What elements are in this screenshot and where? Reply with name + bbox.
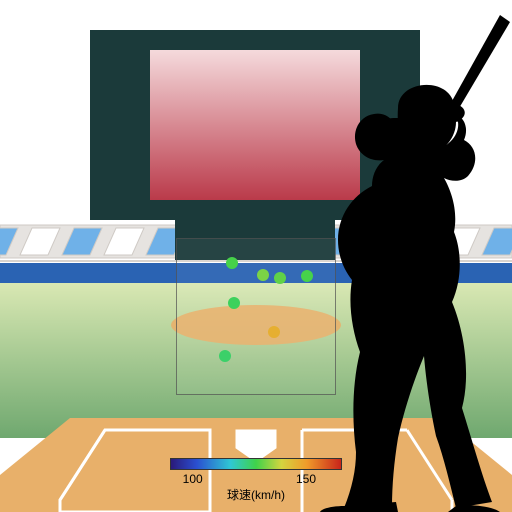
pitch-marker (228, 297, 240, 309)
pitch-marker (268, 326, 280, 338)
strike-zone-box (176, 238, 336, 395)
legend-colorbar (170, 458, 342, 470)
legend-label: 球速(km/h) (170, 486, 342, 503)
legend-tick: 150 (296, 472, 316, 486)
pitch-marker (274, 272, 286, 284)
legend-tick: 100 (183, 472, 203, 486)
pitch-marker (226, 257, 238, 269)
legend-ticks: 100 150 (170, 470, 340, 486)
speed-legend: 100 150 球速(km/h) (170, 458, 342, 503)
pitch-marker (301, 270, 313, 282)
pitch-marker (257, 269, 269, 281)
chart-container: 100 150 球速(km/h) (0, 0, 512, 512)
pitch-marker (219, 350, 231, 362)
